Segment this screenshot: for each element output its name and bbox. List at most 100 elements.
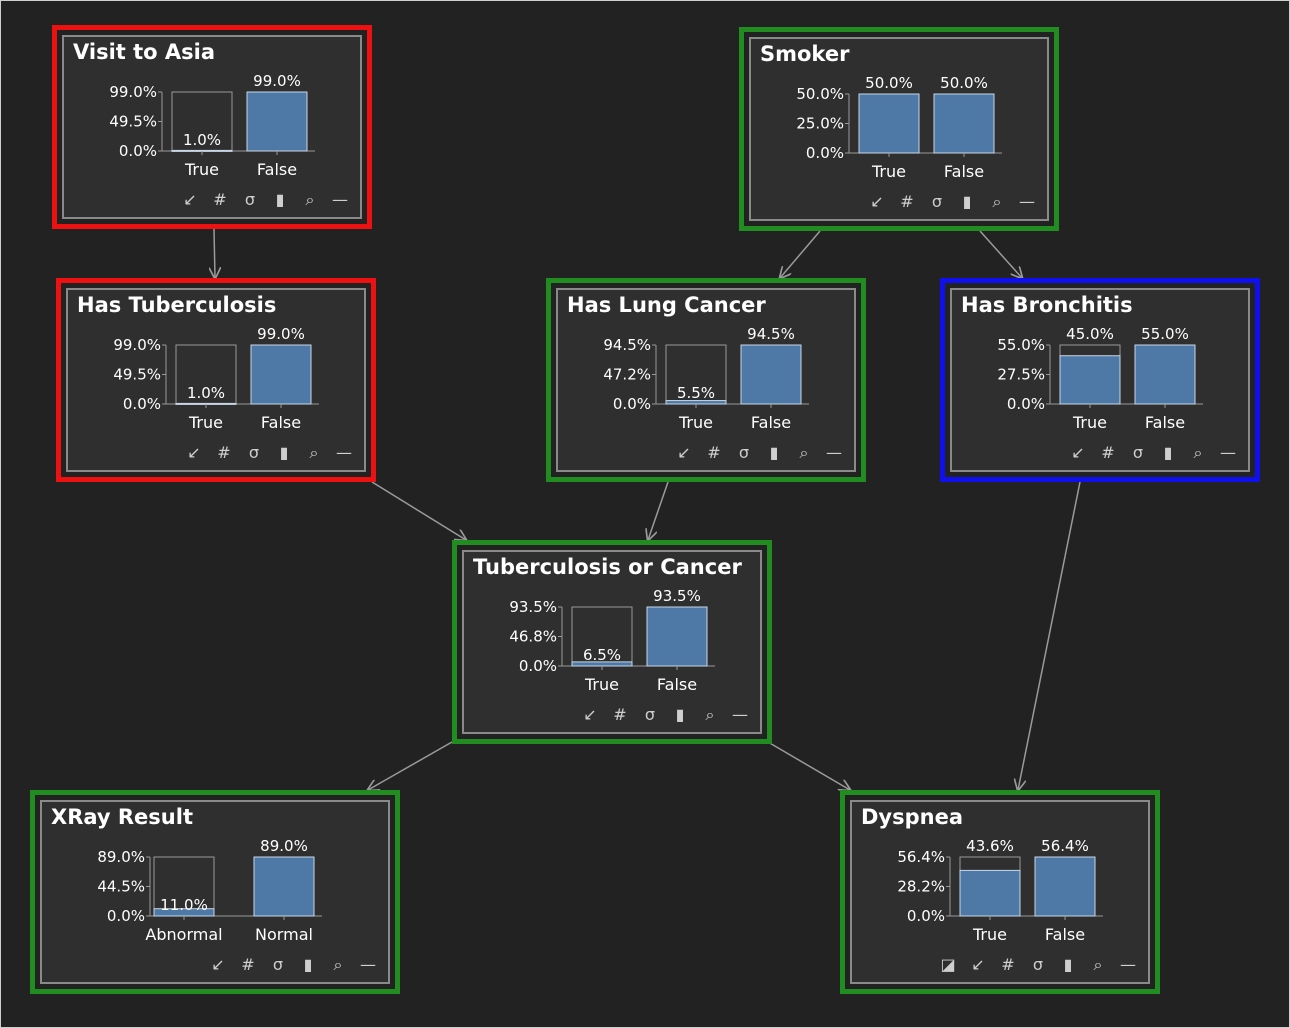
y-tick-label: 94.5% [603,336,651,354]
hash-grid-icon[interactable]: # [213,190,227,209]
zoom-icon[interactable]: ⌕ [705,705,715,724]
minimize-icon[interactable]: — [1120,955,1136,974]
collapse-arrow-icon[interactable]: ↙ [677,443,691,462]
bar-chart-icon[interactable]: ▮ [303,955,313,974]
minimize-icon[interactable]: — [1220,443,1236,462]
minimize-icon[interactable]: — [732,705,748,724]
bar-false [740,344,802,405]
collapse-arrow-icon[interactable]: ↙ [187,443,201,462]
node-toolbar: ◪ ↙ # σ ▮ ⌕ — [938,956,1138,974]
node-toolbar: ↙ # σ ▮ ⌕ — [867,193,1037,211]
x-tick-label: Abnormal [145,925,222,944]
x-tick-label: True [1072,413,1107,432]
hash-grid-icon[interactable]: # [217,443,231,462]
y-tick-label: 28.2% [897,878,945,896]
distribution-chart: 56.4% 28.2% 0.0% 43.6% True 56.4% False [897,837,1103,944]
hash-grid-icon[interactable]: # [707,443,721,462]
y-tick-label: 56.4% [897,848,945,866]
bar-chart-icon[interactable]: ▮ [675,705,685,724]
hash-grid-icon[interactable]: # [1101,443,1115,462]
node-xray[interactable]: XRay Result 89.0% 44.5% 0.0% 11.0% Abnormal 89… [30,790,400,994]
data-label: 94.5% [747,325,795,343]
bar-false [1034,856,1096,917]
x-tick-label: True [584,675,619,694]
bar-chart-icon[interactable]: ▮ [769,443,779,462]
minimize-icon[interactable]: — [826,443,842,462]
edge-either-to-dysp [767,741,850,790]
node-title: Has Tuberculosis [77,293,277,317]
resize-box-icon[interactable]: ◪ [940,955,956,974]
node-asia[interactable]: Visit to Asia 99.0% 49.5% 0.0% 1.0% True 99.0%… [52,25,372,229]
x-tick-label: True [188,413,223,432]
node-toolbar: ↙ # σ ▮ ⌕ — [180,191,350,209]
x-tick-label: False [257,160,297,179]
node-lung[interactable]: Has Lung Cancer 94.5% 47.2% 0.0% 5.5% True 94.… [546,278,866,482]
x-tick-label: True [972,925,1007,944]
collapse-arrow-icon[interactable]: ↙ [211,955,225,974]
collapse-arrow-icon[interactable]: ↙ [1071,443,1085,462]
node-title: Tuberculosis or Cancer [473,555,742,579]
y-tick-label: 49.5% [113,366,161,384]
bar-false [246,91,308,152]
zoom-icon[interactable]: ⌕ [1193,443,1203,462]
node-title: Smoker [760,42,850,66]
bar-chart-icon[interactable]: ▮ [962,192,972,211]
hash-grid-icon[interactable]: # [613,705,627,724]
data-label: 55.0% [1141,325,1189,343]
zoom-icon[interactable]: ⌕ [799,443,809,462]
zoom-icon[interactable]: ⌕ [992,192,1002,211]
distribution-chart: 50.0% 25.0% 0.0% 50.0% True 50.0% False [796,74,1002,181]
node-bronc[interactable]: Has Bronchitis 55.0% 27.5% 0.0% 45.0% True 55.… [940,278,1260,482]
x-tick-label: Normal [255,925,313,944]
node-panel: Tuberculosis or Cancer 93.5% 46.8% 0.0% 6.5%… [462,550,762,734]
node-title: Has Bronchitis [961,293,1133,317]
edge-asia-to-tub [214,228,215,278]
minimize-icon[interactable]: — [360,955,376,974]
node-either[interactable]: Tuberculosis or Cancer 93.5% 46.8% 0.0% 6.5%… [452,540,772,744]
y-tick-label: 0.0% [519,657,557,675]
sigma-icon[interactable]: σ [738,443,750,462]
collapse-arrow-icon[interactable]: ↙ [183,190,197,209]
data-label: 56.4% [1041,837,1089,855]
node-tub[interactable]: Has Tuberculosis 99.0% 49.5% 0.0% 1.0% True 99… [56,278,376,482]
data-label: 45.0% [1066,325,1114,343]
zoom-icon[interactable]: ⌕ [305,190,315,209]
sigma-icon[interactable]: σ [1132,443,1144,462]
collapse-arrow-icon[interactable]: ↙ [971,955,985,974]
edge-smoker-to-bronc [979,230,1022,278]
collapse-arrow-icon[interactable]: ↙ [583,705,597,724]
x-tick-label: False [657,675,697,694]
sigma-icon[interactable]: σ [931,192,943,211]
y-tick-label: 0.0% [107,907,145,925]
sigma-icon[interactable]: σ [644,705,656,724]
sigma-icon[interactable]: σ [1032,955,1044,974]
node-dysp[interactable]: Dyspnea 56.4% 28.2% 0.0% 43.6% True 56.4% False… [840,790,1160,994]
node-panel: Has Tuberculosis 99.0% 49.5% 0.0% 1.0% True 99… [66,288,366,472]
bar-chart-icon[interactable]: ▮ [279,443,289,462]
collapse-arrow-icon[interactable]: ↙ [870,192,884,211]
hash-grid-icon[interactable]: # [1001,955,1015,974]
sigma-icon[interactable]: σ [272,955,284,974]
hash-grid-icon[interactable]: # [241,955,255,974]
data-label: 5.5% [677,384,715,402]
sigma-icon[interactable]: σ [248,443,260,462]
zoom-icon[interactable]: ⌕ [333,955,343,974]
distribution-chart: 94.5% 47.2% 0.0% 5.5% True 94.5% False [603,325,809,432]
node-smoker[interactable]: Smoker 50.0% 25.0% 0.0% 50.0% True 50.0% False ↙… [739,27,1059,231]
x-tick-label: False [1145,413,1185,432]
zoom-icon[interactable]: ⌕ [1093,955,1103,974]
minimize-icon[interactable]: — [1019,192,1035,211]
minimize-icon[interactable]: — [336,443,352,462]
node-toolbar: ↙ # σ ▮ ⌕ — [674,444,844,462]
x-tick-label: True [871,162,906,181]
minimize-icon[interactable]: — [332,190,348,209]
sigma-icon[interactable]: σ [244,190,256,209]
bar-chart-icon[interactable]: ▮ [1063,955,1073,974]
y-tick-label: 99.0% [109,83,157,101]
node-panel: Has Lung Cancer 94.5% 47.2% 0.0% 5.5% True 94.… [556,288,856,472]
bar-chart-icon[interactable]: ▮ [1163,443,1173,462]
bar-chart-icon[interactable]: ▮ [275,190,285,209]
x-tick-label: False [944,162,984,181]
hash-grid-icon[interactable]: # [900,192,914,211]
zoom-icon[interactable]: ⌕ [309,443,319,462]
